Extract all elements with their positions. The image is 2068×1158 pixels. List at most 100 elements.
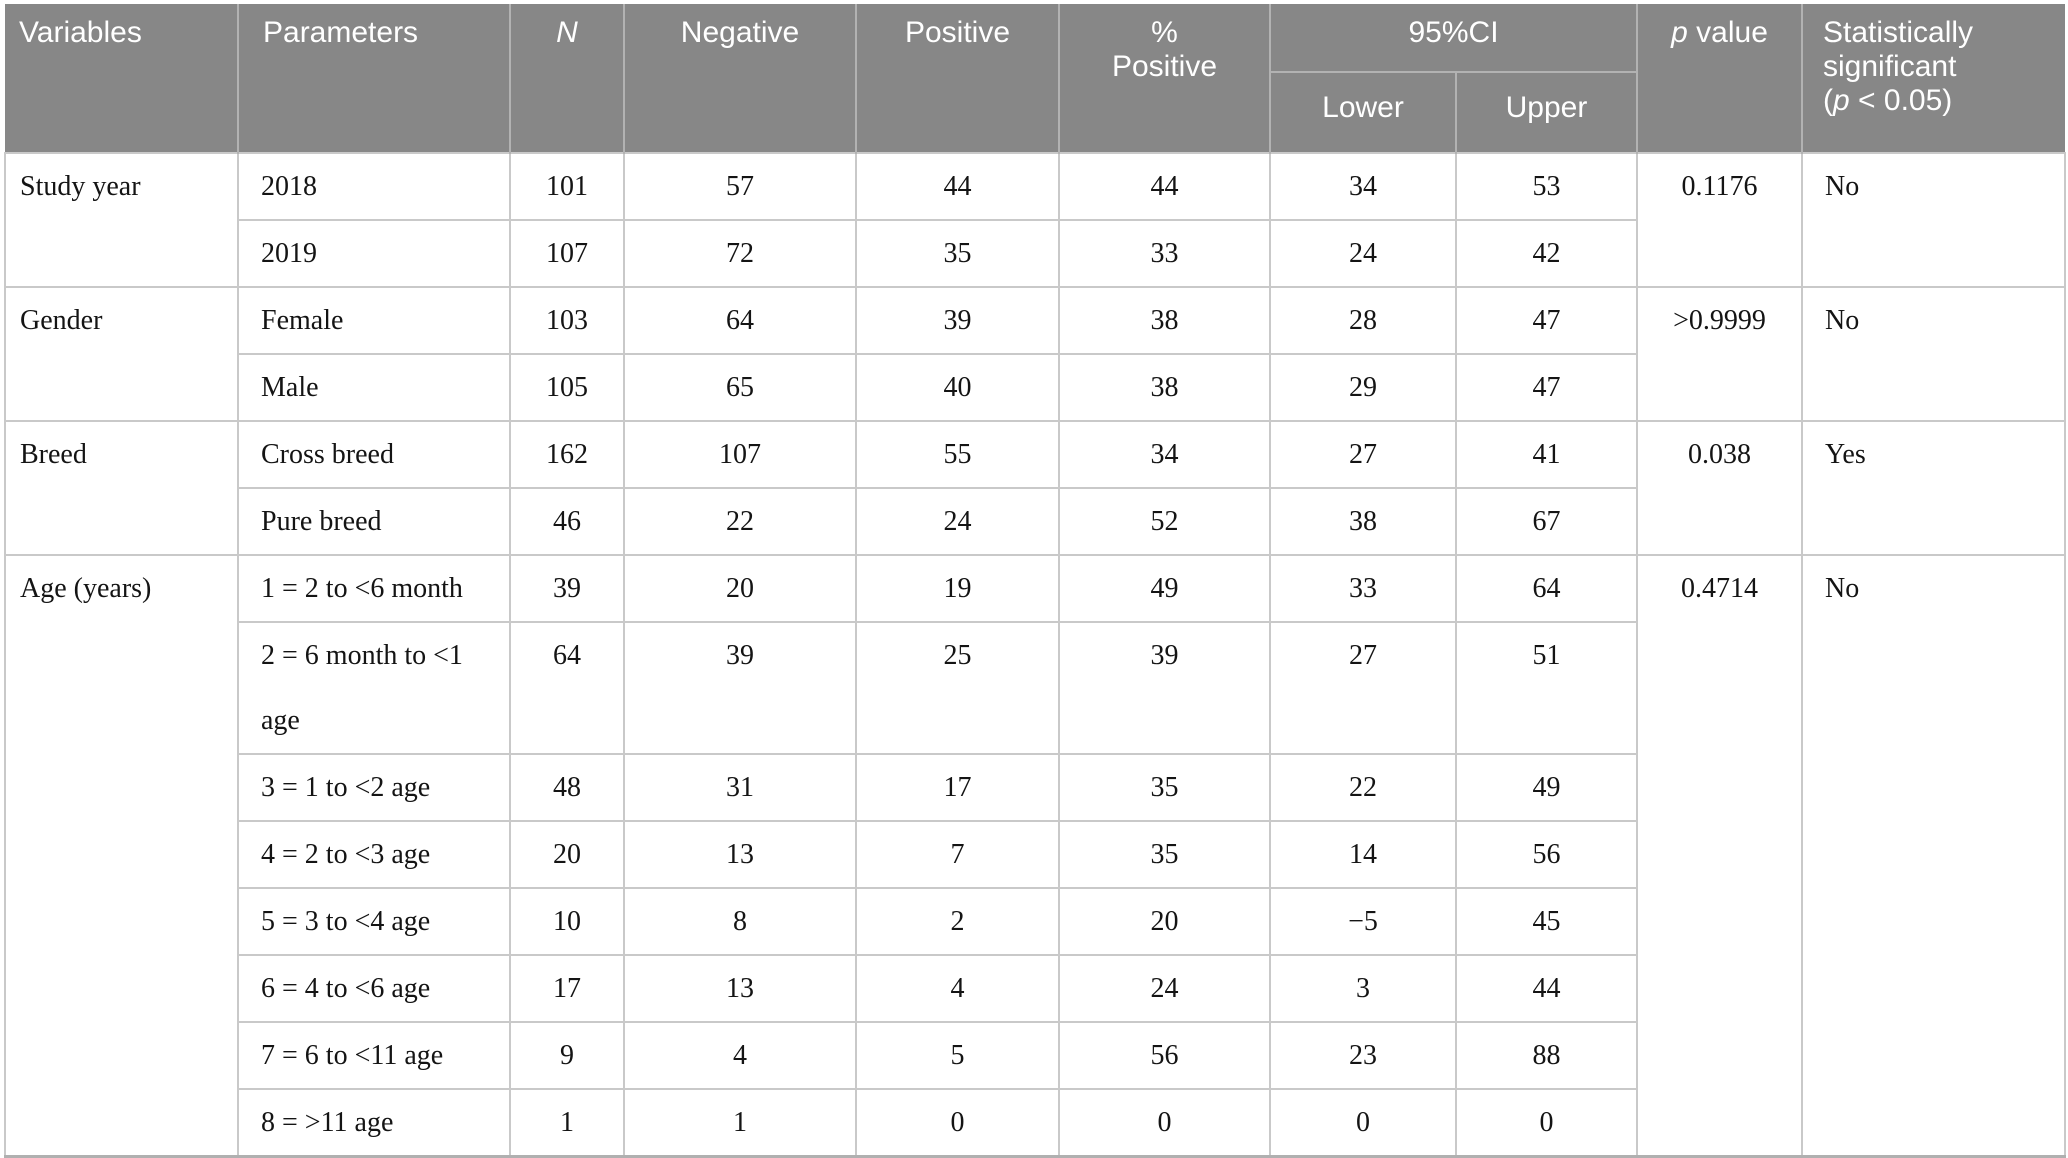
- pct-positive-cell: 52: [1058, 487, 1271, 556]
- header-sig-line3: (p < 0.05): [1823, 84, 1953, 117]
- ci-lower-cell: 34: [1269, 152, 1457, 221]
- negative-cell: 31: [623, 753, 857, 822]
- header-pct-line1: %: [1151, 16, 1178, 49]
- pct-positive-cell: 24: [1058, 954, 1271, 1023]
- negative-cell: 39: [623, 621, 857, 755]
- n-cell: 17: [509, 954, 625, 1023]
- positive-cell: 4: [855, 954, 1060, 1023]
- negative-cell: 72: [623, 219, 857, 288]
- n-cell: 107: [509, 219, 625, 288]
- parameter-cell: 5 = 3 to <4 age: [237, 887, 511, 956]
- n-cell: 1: [509, 1088, 625, 1158]
- negative-cell: 13: [623, 820, 857, 889]
- ci-upper-cell: 45: [1454, 887, 1639, 956]
- header-variables: Variables: [5, 4, 238, 153]
- significant-cell: Yes: [1801, 420, 2067, 556]
- negative-cell: 20: [623, 554, 857, 623]
- table-row: 3 = 1 to <2 age 48 31 17 35 22 49: [5, 753, 2065, 822]
- positive-cell: 25: [855, 621, 1060, 755]
- pct-positive-cell: 0: [1058, 1088, 1271, 1158]
- parameter-cell: Cross breed: [237, 420, 511, 489]
- parameter-cell: 4 = 2 to <3 age: [237, 820, 511, 889]
- negative-cell: 22: [623, 487, 857, 556]
- n-cell: 10: [509, 887, 625, 956]
- table-row: 5 = 3 to <4 age 10 8 2 20 −5 45: [5, 887, 2065, 956]
- positive-cell: 35: [855, 219, 1060, 288]
- header-sig-line2: significant: [1823, 50, 1957, 83]
- parameter-cell: 2019: [237, 219, 511, 288]
- negative-cell: 65: [623, 353, 857, 422]
- negative-cell: 64: [623, 286, 857, 355]
- table-header: Variables Parameters N Negative Positive…: [5, 4, 2066, 153]
- ci-upper-cell: 51: [1454, 621, 1639, 755]
- positive-cell: 17: [855, 753, 1060, 822]
- table-row: 6 = 4 to <6 age 17 13 4 24 3 44: [5, 954, 2065, 1023]
- table-row: 7 = 6 to <11 age 9 4 5 56 23 88: [5, 1021, 2065, 1090]
- ci-lower-cell: 0: [1269, 1088, 1457, 1158]
- positive-cell: 39: [855, 286, 1060, 355]
- p-value-cell: 0.1176: [1636, 152, 1804, 288]
- parameter-cell: 6 = 4 to <6 age: [237, 954, 511, 1023]
- ci-upper-cell: 41: [1454, 420, 1639, 489]
- positive-cell: 55: [855, 420, 1060, 489]
- significant-cell: No: [1801, 152, 2067, 288]
- positive-cell: 2: [855, 887, 1060, 956]
- p-value-cell: >0.9999: [1636, 286, 1804, 422]
- data-table: Variables Parameters N Negative Positive…: [4, 4, 2067, 1158]
- positive-cell: 40: [855, 353, 1060, 422]
- header-p-rest: value: [1687, 16, 1768, 49]
- table-row: 4 = 2 to <3 age 20 13 7 35 14 56: [5, 820, 2065, 889]
- ci-lower-cell: 14: [1269, 820, 1457, 889]
- ci-upper-cell: 64: [1454, 554, 1639, 623]
- parameter-cell: Female: [237, 286, 511, 355]
- ci-upper-cell: 49: [1454, 753, 1639, 822]
- significant-cell: No: [1801, 554, 2067, 1158]
- header-sig-p-italic: p: [1833, 84, 1850, 117]
- ci-lower-cell: 38: [1269, 487, 1457, 556]
- ci-lower-cell: 29: [1269, 353, 1457, 422]
- ci-upper-cell: 0: [1454, 1088, 1639, 1158]
- header-pct-line2: Positive: [1111, 50, 1218, 83]
- n-cell: 48: [509, 753, 625, 822]
- parameter-cell: 2018: [237, 152, 511, 221]
- pct-positive-cell: 33: [1058, 219, 1271, 288]
- positive-cell: 24: [855, 487, 1060, 556]
- pct-positive-cell: 34: [1058, 420, 1271, 489]
- ci-upper-cell: 67: [1454, 487, 1639, 556]
- table-row: Study year 2018 101 57 44 44 34 53 0.1176 No: [4, 152, 2067, 288]
- pct-positive-cell: 35: [1058, 820, 1271, 889]
- negative-cell: 57: [623, 152, 857, 221]
- pct-positive-cell: 20: [1058, 887, 1271, 956]
- pct-positive-cell: 56: [1058, 1021, 1271, 1090]
- table-row: Pure breed 46 22 24 52 38 67: [5, 487, 2065, 556]
- table-body: Study year 2018 101 57 44 44 34 53 0.1176 No 2019 1…: [4, 152, 2067, 1158]
- n-cell: 46: [509, 487, 625, 556]
- p-value-cell: 0.4714: [1636, 554, 1804, 1158]
- ci-lower-cell: 23: [1269, 1021, 1457, 1090]
- table-row: Male 105 65 40 38 29 47: [5, 353, 2065, 422]
- parameter-cell: 2 = 6 month to <1 age: [237, 621, 511, 755]
- negative-cell: 13: [623, 954, 857, 1023]
- ci-upper-cell: 56: [1454, 820, 1639, 889]
- header-ci-lower: Lower: [1269, 72, 1456, 153]
- positive-cell: 44: [855, 152, 1060, 221]
- table-row: 2019 107 72 35 33 24 42: [5, 219, 2065, 288]
- ci-lower-cell: 28: [1269, 286, 1457, 355]
- n-cell: 103: [509, 286, 625, 355]
- n-cell: 105: [509, 353, 625, 422]
- ci-lower-cell: 24: [1269, 219, 1457, 288]
- pct-positive-cell: 44: [1058, 152, 1271, 221]
- pct-positive-cell: 38: [1058, 286, 1271, 355]
- ci-upper-cell: 42: [1454, 219, 1639, 288]
- header-row-2: Lower Upper: [5, 72, 2065, 153]
- header-p-value: p value: [1636, 4, 1803, 153]
- n-cell: 64: [509, 621, 625, 755]
- negative-cell: 4: [623, 1021, 857, 1090]
- positive-cell: 0: [855, 1088, 1060, 1158]
- header-positive: Positive: [855, 4, 1059, 153]
- header-sig-line1: Statistically: [1823, 16, 1974, 49]
- table-row: Breed Cross breed 162 107 55 34 27 41 0.038 Yes: [4, 420, 2067, 556]
- header-parameters: Parameters: [237, 4, 510, 153]
- ci-upper-cell: 47: [1454, 353, 1639, 422]
